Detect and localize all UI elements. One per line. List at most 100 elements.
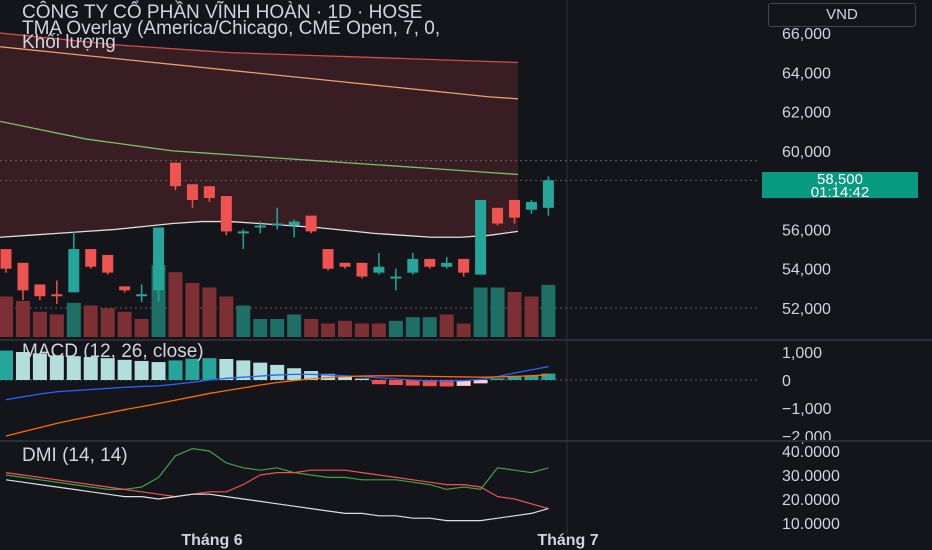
dmi-pane (5, 447, 549, 522)
macd-histogram-bar (49, 355, 64, 380)
candle-body (153, 227, 165, 291)
macd-histogram-bar (270, 364, 285, 380)
macd-histogram-bar (338, 376, 352, 380)
candle-body (458, 258, 470, 273)
overlay-band (0, 33, 518, 238)
candle-body (136, 294, 148, 297)
volume-bar (236, 305, 251, 337)
macd-tick-label: 1,000 (782, 345, 822, 362)
candle-body (17, 262, 29, 291)
candle-body (288, 221, 300, 226)
volume-bar (287, 314, 302, 337)
macd-histogram-bar (32, 353, 47, 380)
macd-histogram-bar (134, 360, 149, 380)
macd-histogram-bar (83, 357, 98, 380)
price-tick-label: 62,000 (782, 105, 831, 122)
volume-bar (439, 314, 454, 337)
volume-bar (507, 292, 522, 337)
macd-histogram-bar (473, 380, 488, 384)
price-tick-label: 56,000 (782, 222, 831, 239)
currency-button[interactable]: VND (768, 3, 916, 27)
dmi-tick-label: 20.0000 (782, 492, 840, 509)
dmi-axis: 40.0000 30.0000 20.0000 10.0000 (782, 444, 840, 533)
price-tick-label: 60,000 (782, 144, 831, 161)
macd-histogram-bar (354, 378, 369, 380)
macd-pane (0, 350, 760, 437)
volume-bar (66, 302, 81, 337)
macd-histogram-bar (202, 358, 217, 380)
candle-body (68, 249, 80, 293)
candle-body (34, 284, 46, 297)
macd-histogram-bar (405, 380, 420, 386)
volume-bar (202, 287, 217, 337)
candle-body (305, 215, 317, 232)
signal-line (5, 374, 549, 437)
macd-legend[interactable]: MACD (12, 26, close) (22, 341, 204, 362)
volume-bar (117, 311, 132, 337)
candle-body (186, 184, 198, 200)
volume-bar (134, 319, 149, 337)
volume-bar (253, 319, 268, 337)
countdown-timer: 01:14:42 (810, 184, 870, 201)
macd-line (5, 365, 549, 401)
macd-histogram-bar (439, 380, 454, 387)
macd-histogram-bar (0, 350, 13, 380)
dmi-tick-label: 30.0000 (782, 468, 840, 485)
volume-bar (490, 287, 505, 337)
candle-body (542, 180, 554, 208)
candle-body (51, 294, 63, 297)
macd-histogram-bar (422, 380, 437, 387)
macd-histogram-bar (253, 362, 268, 380)
volume-bar (100, 308, 115, 337)
candle-body (119, 286, 131, 291)
macd-histogram-bar (168, 360, 183, 380)
candle-body (254, 225, 266, 228)
overlay-upper-line (0, 32, 519, 64)
macd-histogram-bar (490, 378, 505, 380)
candle-body (441, 262, 453, 267)
volume-bar (32, 311, 47, 337)
last-price-value: 58,500 (817, 171, 863, 188)
volume-bar (405, 317, 420, 337)
macd-tick-label: 0 (782, 373, 791, 390)
candle-body (85, 249, 97, 267)
macd-histogram-bar (100, 358, 115, 380)
macd-histogram-bar (219, 359, 234, 380)
volume-bar (388, 320, 403, 337)
macd-histogram-bar (456, 380, 471, 386)
candle-body (356, 262, 368, 277)
macd-histogram-bar (236, 360, 251, 380)
dmi-tick-label: 40.0000 (782, 444, 840, 461)
macd-histogram-bar (66, 356, 81, 380)
candle-body (203, 186, 215, 198)
candle-body (237, 231, 249, 234)
minus-di-line (5, 469, 549, 510)
candle-body (271, 223, 283, 226)
volume-bar (524, 296, 539, 337)
overlay-mid-line (0, 46, 519, 100)
macd-histogram-bar (541, 373, 556, 380)
candle-body (424, 258, 436, 267)
candle-body (322, 249, 334, 269)
price-tick-label: 54,000 (782, 262, 831, 279)
volume-bar (456, 323, 471, 337)
x-axis-label: Tháng 7 (537, 532, 598, 549)
volume-bar (15, 301, 30, 337)
volume-bar (49, 314, 64, 337)
chart-title: CÔNG TY CỔ PHẦN VĨNH HOÀN · 1D · HOSE (22, 2, 423, 23)
overlay-legend[interactable]: TMA Overlay (America/Chicago, CME Open, … (22, 18, 441, 39)
macd-histogram-bar (507, 376, 522, 380)
volume-bar (168, 272, 183, 337)
price-tick-label: 66,000 (782, 26, 831, 43)
macd-axis: 1,0000−1,000−2,000 (782, 345, 831, 446)
volume-bar (219, 296, 234, 337)
candle-body (102, 254, 114, 273)
overlay-low-line (0, 120, 519, 176)
volume-bar (83, 305, 98, 337)
dmi-legend[interactable]: DMI (14, 14) (22, 445, 128, 466)
volume-legend[interactable]: Khối lượng (22, 32, 116, 53)
volume-bar (354, 323, 369, 337)
candle-body (170, 162, 181, 187)
candle-body (390, 276, 402, 279)
